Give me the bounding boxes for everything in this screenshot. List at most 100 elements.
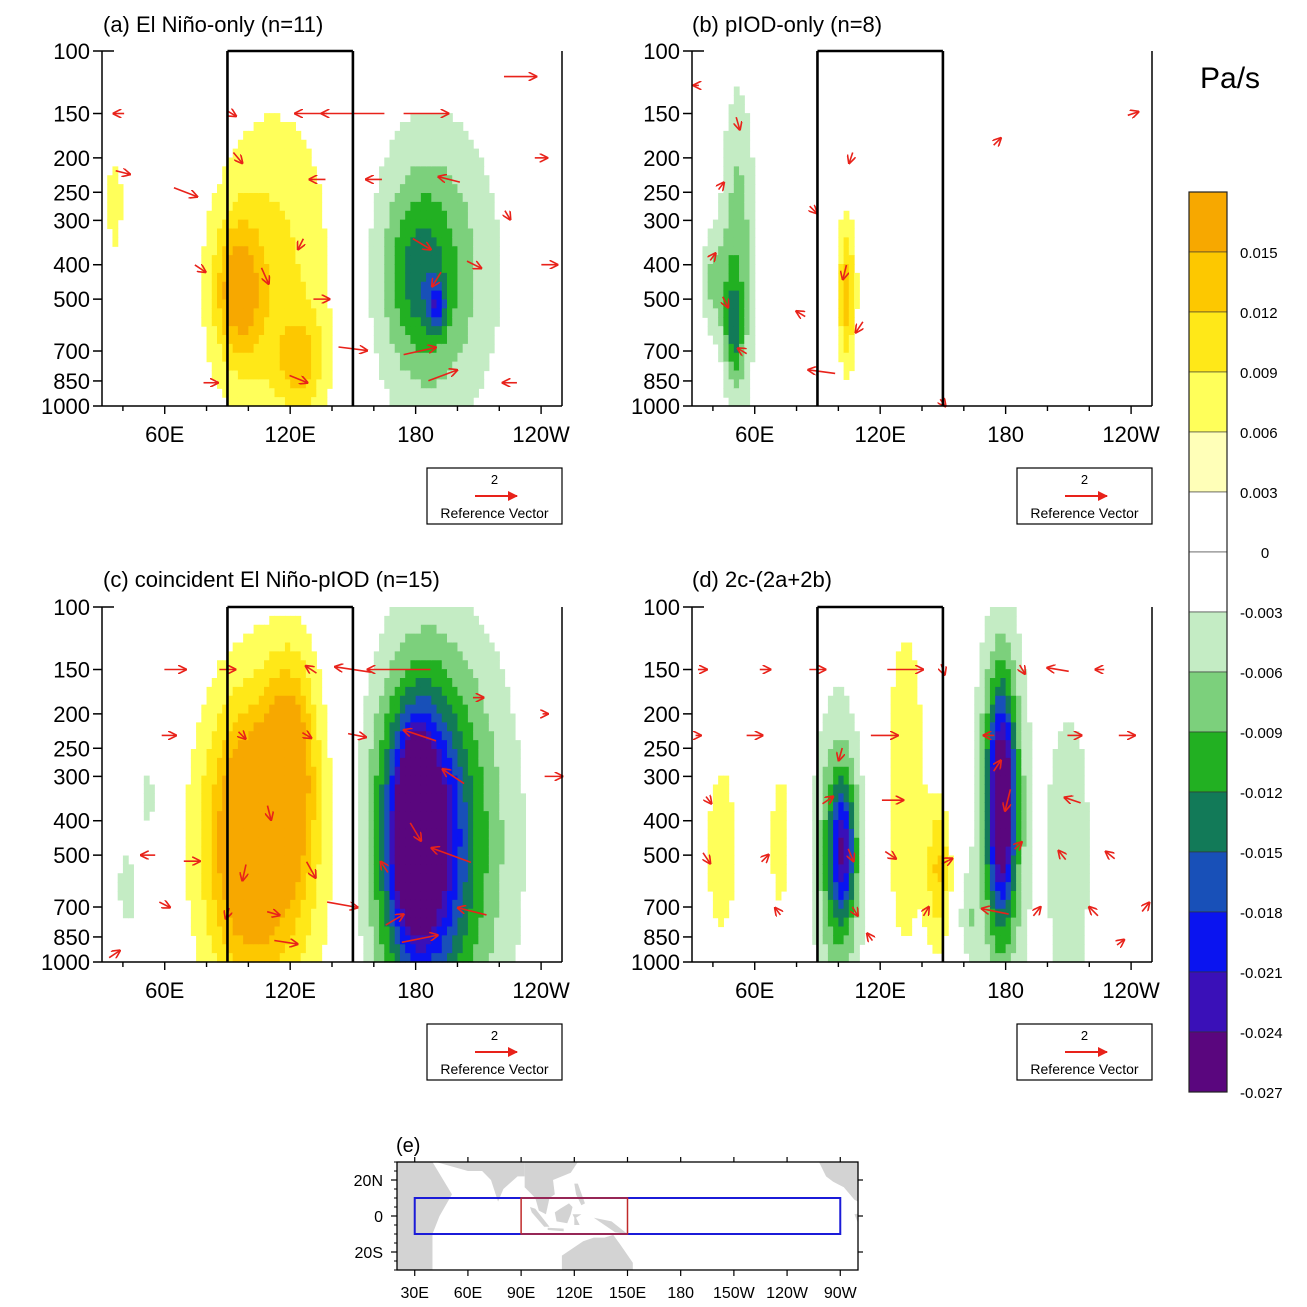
shading-cell: [436, 935, 443, 945]
shading-cell: [447, 201, 453, 212]
shading-cell: [269, 139, 276, 150]
shading-cell: [196, 873, 202, 883]
shading-cell: [274, 122, 281, 132]
shading-cell: [838, 793, 845, 803]
shading-cell: [984, 899, 991, 910]
shading-cell: [243, 370, 249, 380]
shading-cell: [190, 784, 197, 794]
shading-cell: [441, 264, 448, 274]
shading-cell: [712, 317, 719, 327]
shading-cell: [389, 935, 396, 945]
shading-cell: [728, 237, 735, 247]
shading-cell: [922, 828, 928, 839]
shading-cell: [948, 873, 954, 883]
shading-cell: [447, 864, 453, 874]
shading-cell: [1000, 899, 1007, 910]
shading-cell: [441, 633, 448, 644]
shading-cell: [420, 130, 427, 141]
shading-cell: [504, 713, 511, 723]
shading-cell: [373, 820, 380, 830]
shading-cell: [478, 370, 485, 380]
shading-cell: [196, 837, 202, 848]
shading-cell: [290, 335, 297, 345]
shading-cell: [420, 210, 427, 221]
shading-cell: [843, 237, 850, 247]
shading-cell: [822, 935, 829, 945]
shading-cell: [368, 784, 375, 794]
shading-cell: [185, 837, 192, 848]
shading-cell: [290, 802, 297, 812]
shading-cell: [895, 908, 902, 919]
shading-cell: [436, 686, 443, 697]
shading-cell: [389, 397, 396, 407]
shading-cell: [368, 237, 375, 247]
shading-cell: [258, 210, 265, 221]
shading-cell: [441, 651, 448, 661]
shading-cell: [279, 766, 286, 777]
shading-cell: [812, 802, 819, 812]
shading-cell: [201, 899, 208, 910]
shading-cell: [253, 873, 260, 883]
shading-cell: [989, 766, 996, 777]
shading-cell: [838, 246, 845, 256]
shading-cell: [937, 935, 944, 945]
shading-cell: [436, 379, 443, 389]
shading-cell: [305, 749, 312, 759]
shading-cell: [269, 184, 276, 194]
shading-cell: [217, 899, 223, 910]
shading-cell: [379, 237, 385, 247]
wind-vector: [428, 370, 457, 382]
shading-cell: [843, 749, 850, 759]
shading-cell: [848, 793, 855, 803]
shading-cell: [405, 953, 412, 963]
shading-cell: [504, 864, 511, 874]
shading-cell: [316, 352, 323, 363]
shading-cell: [483, 953, 490, 963]
shading-cell: [483, 802, 490, 812]
shading-cell: [222, 272, 229, 283]
shading-cell: [248, 651, 255, 661]
shading-cell: [290, 246, 297, 256]
shading-cell: [739, 335, 745, 345]
shading-cell: [901, 775, 907, 786]
shading-cell: [995, 846, 1002, 857]
shading-cell: [989, 775, 996, 786]
shading-cell: [901, 899, 907, 910]
shading-cell: [467, 607, 474, 617]
shading-cell: [326, 855, 333, 865]
shading-cell: [895, 695, 902, 706]
shading-cell: [399, 246, 406, 256]
shading-cell: [859, 811, 866, 821]
shading-cell: [206, 793, 213, 803]
shading-cell: [300, 361, 307, 372]
shading-cell: [222, 935, 229, 945]
shading-cell: [394, 731, 401, 741]
shading-cell: [405, 837, 412, 848]
shading-cell: [739, 299, 745, 309]
shading-cell: [248, 317, 255, 327]
shading-cell: [405, 624, 412, 635]
shading-cell: [316, 873, 323, 883]
shading-cell: [457, 343, 464, 354]
shading-cell: [974, 837, 981, 848]
shading-cell: [441, 343, 448, 354]
shading-cell: [483, 201, 490, 212]
shading-cell: [922, 802, 928, 812]
shading-cell: [399, 219, 406, 230]
shading-cell: [436, 193, 443, 203]
shading-cell: [295, 802, 302, 812]
shading-cell: [854, 935, 860, 945]
shading-cell: [457, 891, 464, 901]
shading-cell: [206, 757, 213, 768]
shading-cell: [384, 264, 391, 274]
shading-cell: [483, 264, 490, 274]
shading-cell: [222, 722, 229, 732]
shading-cell: [274, 740, 281, 750]
shading-cell: [258, 669, 265, 679]
shading-cell: [410, 775, 417, 786]
shading-cell: [295, 731, 302, 741]
shading-cell: [712, 802, 719, 812]
shading-cell: [415, 122, 422, 132]
shading-cell: [1010, 926, 1017, 936]
wind-vector: [808, 370, 836, 374]
